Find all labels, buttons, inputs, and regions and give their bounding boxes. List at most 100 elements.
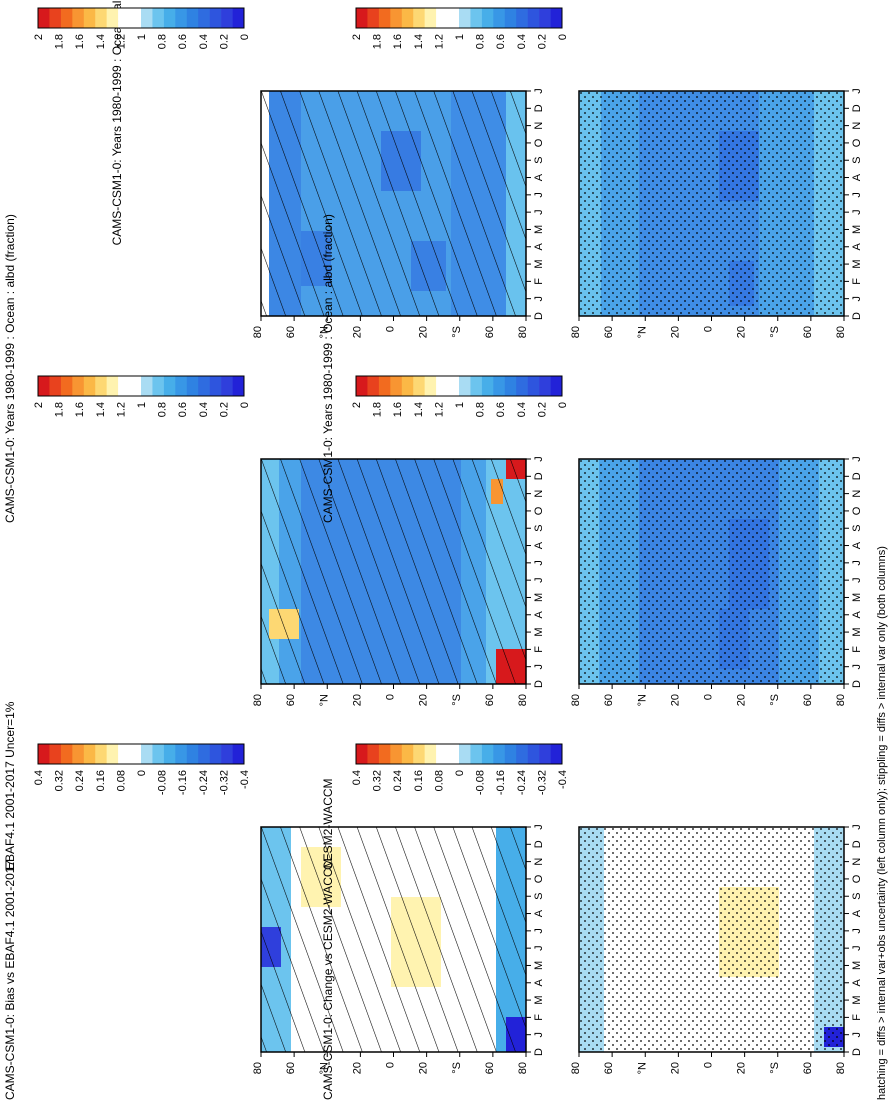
colorbar-label: 0.4 xyxy=(198,34,210,49)
colorbar-label: 0.8 xyxy=(157,402,169,417)
panel-2-month-label: A xyxy=(851,173,863,181)
colorbar-label: -0.32 xyxy=(218,770,230,795)
panel-2-month-label: J xyxy=(851,296,863,302)
panel-5-month-label: O xyxy=(533,874,545,883)
colorbar-swatch xyxy=(209,8,222,28)
colorbar-label: 0.08 xyxy=(115,770,127,791)
colorbar-frame xyxy=(37,743,245,765)
panel-5-lat-label: 20 xyxy=(418,1062,430,1074)
colorbar-swatch xyxy=(152,8,165,28)
colorbar-swatch xyxy=(129,376,142,396)
colorbar-label: 1.6 xyxy=(74,402,86,417)
colorbar-swatch xyxy=(72,8,85,28)
panel-2-month-label: A xyxy=(851,242,863,250)
colorbar-label: 0.16 xyxy=(413,770,425,791)
panel-3-month-label: J xyxy=(533,560,545,566)
colorbar-swatch xyxy=(198,744,210,764)
panel-6-lat-label: 20 xyxy=(669,1062,681,1074)
colorbar-label: -0.08 xyxy=(157,770,169,795)
colorbar-label: 0 xyxy=(239,402,251,408)
panel-3-month-label: J xyxy=(533,664,545,670)
colorbar-swatch xyxy=(459,744,471,764)
colorbar-label: 0.2 xyxy=(218,34,230,49)
colorbar-label: -0.32 xyxy=(536,770,548,795)
panel-6-month-label: S xyxy=(851,893,863,900)
colorbar-swatch xyxy=(436,744,448,764)
panel-5-lat-label: 80 xyxy=(517,1062,529,1074)
colorbar-swatch xyxy=(106,8,119,28)
colorbar-label: 0.24 xyxy=(74,770,86,791)
colorbar-swatch xyxy=(49,744,62,764)
colorbar-swatch xyxy=(516,744,528,764)
colorbar-frame xyxy=(355,743,563,765)
colorbar-swatch xyxy=(198,376,210,396)
colorbar-label: 1.6 xyxy=(392,402,404,417)
panel-4-lat-label: 80 xyxy=(835,694,847,706)
panel-6-lat-label: 60 xyxy=(802,1062,814,1074)
colorbar-frame xyxy=(37,375,245,397)
colorbar-2: 2 1.8 1.6 1.4 1.2 1 0.8 0.6 0.4 0.2 0 xyxy=(351,7,569,49)
panel-1-month-label: D xyxy=(533,104,545,112)
colorbar-label: 1.2 xyxy=(115,34,127,49)
panel-4-stippling xyxy=(579,459,844,684)
panel-1-lat-label: 60 xyxy=(484,326,496,338)
colorbar-label: 1 xyxy=(136,402,148,408)
colorbar-swatch xyxy=(459,376,471,396)
panel-5-lat-label: 60 xyxy=(285,1062,297,1074)
panel-1-lat-label: 60 xyxy=(285,326,297,338)
panel-4-month-label: F xyxy=(851,646,863,653)
colorbar-5: 0.4 0.32 0.24 0.16 0.08 0 -0.08 -0.16 -0.24 -0.32… xyxy=(33,743,251,795)
colorbar-swatch xyxy=(163,744,176,764)
colorbar-label: 1 xyxy=(136,34,148,40)
panel-1-month-label: A xyxy=(533,173,545,181)
panel-1-month-label: J xyxy=(533,88,545,94)
panel-4-month-label: J xyxy=(851,456,863,462)
panel-6-month-label: D xyxy=(851,840,863,848)
colorbar-swatch xyxy=(378,8,391,28)
panel-4-month-label: N xyxy=(851,490,863,498)
colorbar-label: 1.2 xyxy=(433,34,445,49)
colorbar-swatch xyxy=(367,8,380,28)
colorbar-swatch xyxy=(550,376,563,396)
colorbar-swatch xyxy=(106,744,119,764)
panel-2-month-label: D xyxy=(851,312,863,320)
colorbar-swatch xyxy=(163,8,176,28)
colorbar-label: 1.4 xyxy=(95,402,107,417)
colorbar-swatch xyxy=(493,8,506,28)
colorbar-swatch xyxy=(378,744,391,764)
panel-3-lat-label: 80 xyxy=(252,694,264,706)
panel-6-month-label: M xyxy=(851,995,863,1004)
panel-2-lat-label: 80 xyxy=(570,326,582,338)
panel-1-month-label: J xyxy=(533,209,545,215)
colorbar-frame xyxy=(37,7,245,29)
panel-5-lat-label: °S xyxy=(451,1062,463,1074)
panel-5-lat-label: 20 xyxy=(351,1062,363,1074)
colorbar-swatch xyxy=(221,744,233,764)
panel-3-month-label: O xyxy=(533,506,545,515)
panel-4-month-label: M xyxy=(851,593,863,602)
colorbar-swatch xyxy=(504,376,517,396)
colorbar-swatch xyxy=(493,376,506,396)
panel-2-lat-label: 60 xyxy=(603,326,615,338)
colorbar-label: 0 xyxy=(136,770,148,776)
panel-2-lat-label: 20 xyxy=(669,326,681,338)
panel-1: CAMS-CSM1-0: Years 1980-1999 : Ocean : a… xyxy=(110,0,527,317)
colorbar-swatch xyxy=(49,376,62,396)
colorbar-swatch xyxy=(504,744,517,764)
panel-1-month-label: F xyxy=(533,278,545,285)
panel-1-month-label: M xyxy=(533,259,545,268)
colorbar-label: 1.8 xyxy=(54,34,66,49)
colorbar-swatch xyxy=(198,8,210,28)
colorbar-swatch xyxy=(163,376,176,396)
colorbar-swatch xyxy=(436,8,448,28)
colorbar-label: 2 xyxy=(351,34,363,40)
colorbar-swatch xyxy=(550,744,563,764)
colorbar-swatch xyxy=(367,744,380,764)
colorbar-6: 0.4 0.32 0.24 0.16 0.08 0 -0.08 -0.16 -0.24 -0.32… xyxy=(351,743,569,795)
colorbar-label: 0.2 xyxy=(536,34,548,49)
colorbar-swatch xyxy=(367,376,380,396)
colorbar-label: 0.4 xyxy=(516,34,528,49)
colorbar-swatch xyxy=(221,376,233,396)
panel-4-month-label: D xyxy=(851,680,863,688)
panel-3-lat-label: °S xyxy=(451,694,463,706)
